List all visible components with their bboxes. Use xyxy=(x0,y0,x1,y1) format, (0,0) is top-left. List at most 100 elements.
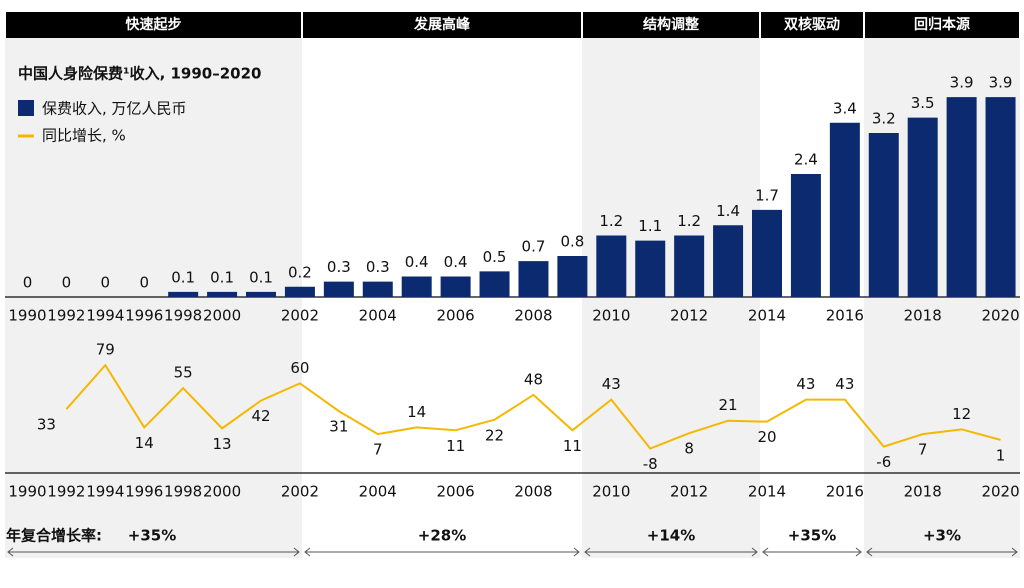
x-tick-label: 1992 xyxy=(47,483,85,501)
value-label: 43 xyxy=(835,375,854,393)
value-label: 14 xyxy=(135,434,154,452)
x-tick-label: 2018 xyxy=(904,307,942,325)
x-tick-label: 2002 xyxy=(281,483,319,501)
phase-header xyxy=(303,12,581,38)
value-label: 22 xyxy=(485,426,504,444)
value-label: 0.8 xyxy=(560,233,584,251)
value-label: 3.4 xyxy=(833,99,857,117)
value-label: 0.5 xyxy=(483,248,507,266)
value-label: 2.4 xyxy=(794,151,818,169)
bar xyxy=(635,240,666,297)
bar xyxy=(323,281,354,297)
x-tick-label: 2010 xyxy=(592,483,630,501)
cagr-value: +3% xyxy=(923,527,961,545)
x-tick-label: 2002 xyxy=(281,307,319,325)
value-label: 1.7 xyxy=(755,186,779,204)
legend-label: 保费收入, 万亿人民币 xyxy=(42,100,187,118)
x-tick-label: 1998 xyxy=(164,483,202,501)
value-label: 21 xyxy=(719,396,738,414)
x-tick-label: 1994 xyxy=(86,307,124,325)
value-label: 3.9 xyxy=(989,74,1013,92)
cagr-value: +28% xyxy=(418,527,466,545)
value-label: 55 xyxy=(174,364,193,382)
value-label: 60 xyxy=(290,359,309,377)
line xyxy=(65,363,1001,450)
bar xyxy=(557,256,588,297)
x-tick-label: 2006 xyxy=(437,483,475,501)
x-tick-label: 1992 xyxy=(47,307,85,325)
cagr-value: +14% xyxy=(647,527,695,545)
x-tick-label: 1990 xyxy=(8,483,46,501)
cagr-label: 年复合增长率: xyxy=(6,527,102,545)
bar xyxy=(440,276,471,297)
value-label: 0 xyxy=(23,274,33,292)
bar xyxy=(790,174,821,297)
value-label: 0.2 xyxy=(288,263,312,281)
bar xyxy=(713,225,744,297)
arrow-head xyxy=(584,547,758,557)
value-label: 0.1 xyxy=(210,268,234,286)
value-label: 0.3 xyxy=(366,258,390,276)
value-label: 11 xyxy=(563,437,582,455)
value-label: 0.3 xyxy=(327,258,351,276)
value-label: 0.4 xyxy=(405,253,429,271)
phase-background xyxy=(582,38,760,558)
x-tick-label: 2014 xyxy=(748,483,786,501)
phase-name: 结构调整 xyxy=(643,16,700,33)
value-label: -6 xyxy=(876,453,891,471)
x-tick-label: 2016 xyxy=(826,483,864,501)
value-label: 1.2 xyxy=(599,212,623,230)
x-tick-label: 1996 xyxy=(125,483,163,501)
bar xyxy=(207,291,238,297)
phase-header xyxy=(583,12,759,38)
chart-title: 中国人身险保费¹收入, 1990–2020 xyxy=(18,65,262,83)
value-label: 20 xyxy=(757,428,776,446)
phase-header xyxy=(761,12,863,38)
x-tick-label: 2018 xyxy=(904,483,942,501)
value-label: 0.1 xyxy=(249,268,273,286)
phase-name: 发展高峰 xyxy=(413,16,471,33)
value-label: 7 xyxy=(373,441,383,459)
arrow-head xyxy=(304,547,580,557)
bar xyxy=(284,286,315,297)
value-label: 7 xyxy=(918,441,928,459)
bar xyxy=(752,209,782,297)
value-label: 3.2 xyxy=(872,110,896,128)
arrow-head xyxy=(7,547,300,557)
value-label: 1.4 xyxy=(716,202,740,220)
phase-name: 回归本源 xyxy=(914,16,970,33)
bar xyxy=(518,261,549,297)
x-tick-label: 2008 xyxy=(514,307,552,325)
value-label: 0.4 xyxy=(444,253,468,271)
value-label: 11 xyxy=(446,437,465,455)
bar xyxy=(674,235,705,297)
value-label: 48 xyxy=(524,370,543,388)
x-tick-label: 1996 xyxy=(125,307,163,325)
x-tick-label: 2020 xyxy=(981,483,1019,501)
x-tick-label: 2012 xyxy=(670,307,708,325)
value-label: 0 xyxy=(62,274,72,292)
legend-label: 同比增长, % xyxy=(42,127,126,145)
bar xyxy=(362,281,393,297)
x-tick-label: 2014 xyxy=(748,307,786,325)
x-tick-label: 2012 xyxy=(670,483,708,501)
x-tick-label: 1994 xyxy=(86,483,124,501)
value-label: 43 xyxy=(796,375,815,393)
bar xyxy=(907,117,938,297)
phase-header xyxy=(6,12,301,38)
arrow-head xyxy=(866,547,1018,557)
bar xyxy=(401,276,432,297)
x-tick-label: 2004 xyxy=(359,307,397,325)
x-tick-label: 2020 xyxy=(981,307,1019,325)
x-tick-label: 1998 xyxy=(164,307,202,325)
value-label: 1 xyxy=(996,446,1006,464)
x-tick-label: 1990 xyxy=(8,307,46,325)
x-tick-label: 2000 xyxy=(203,307,241,325)
cagr-value: +35% xyxy=(788,527,836,545)
x-tick-label: 2008 xyxy=(514,483,552,501)
x-tick-label: 2006 xyxy=(437,307,475,325)
bar xyxy=(246,291,276,297)
phase-name: 双核驱动 xyxy=(784,16,840,33)
value-label: 8 xyxy=(684,440,694,458)
